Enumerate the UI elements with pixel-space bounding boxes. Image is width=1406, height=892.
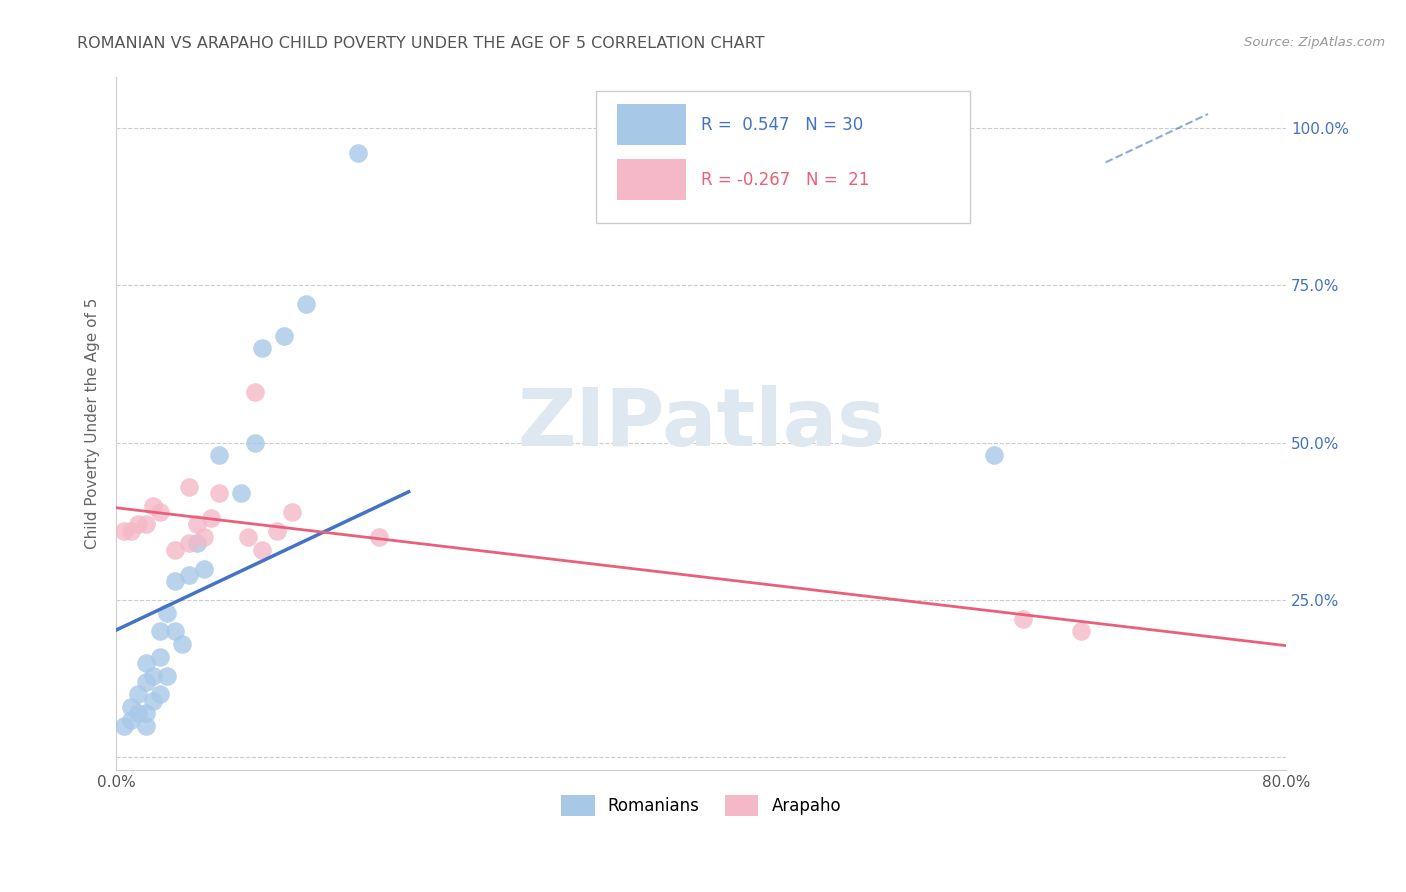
Legend: Romanians, Arapaho: Romanians, Arapaho — [553, 787, 849, 824]
Y-axis label: Child Poverty Under the Age of 5: Child Poverty Under the Age of 5 — [86, 298, 100, 549]
Point — [207, 486, 229, 500]
Point — [252, 542, 274, 557]
Point — [149, 688, 172, 702]
Point — [127, 517, 149, 532]
Point — [193, 530, 215, 544]
Point — [186, 517, 208, 532]
Point — [236, 530, 259, 544]
Point — [252, 341, 274, 355]
Point — [134, 656, 156, 670]
Point — [346, 146, 368, 161]
Text: R = -0.267   N =  21: R = -0.267 N = 21 — [702, 171, 869, 189]
Point — [229, 486, 252, 500]
Point — [243, 385, 266, 400]
Point — [120, 700, 142, 714]
Point — [142, 499, 165, 513]
Point — [120, 524, 142, 538]
Point — [1011, 612, 1033, 626]
Point — [142, 694, 165, 708]
Point — [280, 505, 302, 519]
Point — [368, 530, 391, 544]
Point — [134, 517, 156, 532]
Point — [295, 297, 318, 311]
FancyBboxPatch shape — [617, 159, 686, 200]
Point — [163, 624, 186, 639]
Point — [149, 505, 172, 519]
Point — [134, 706, 156, 721]
Point — [170, 637, 193, 651]
Point — [134, 674, 156, 689]
Text: ROMANIAN VS ARAPAHO CHILD POVERTY UNDER THE AGE OF 5 CORRELATION CHART: ROMANIAN VS ARAPAHO CHILD POVERTY UNDER … — [77, 36, 765, 51]
Point — [243, 435, 266, 450]
Point — [149, 649, 172, 664]
Point — [983, 448, 1005, 462]
FancyBboxPatch shape — [617, 103, 686, 145]
Point — [163, 574, 186, 588]
Text: R =  0.547   N = 30: R = 0.547 N = 30 — [702, 116, 863, 134]
Point — [156, 606, 179, 620]
Point — [163, 542, 186, 557]
Point — [127, 688, 149, 702]
Point — [193, 561, 215, 575]
Point — [156, 668, 179, 682]
Point — [207, 448, 229, 462]
Point — [1070, 624, 1092, 639]
Point — [112, 524, 135, 538]
Point — [266, 524, 288, 538]
Point — [186, 536, 208, 550]
Point — [179, 480, 201, 494]
Point — [200, 511, 222, 525]
Point — [273, 328, 295, 343]
Point — [120, 713, 142, 727]
FancyBboxPatch shape — [596, 91, 970, 223]
Point — [127, 706, 149, 721]
Text: Source: ZipAtlas.com: Source: ZipAtlas.com — [1244, 36, 1385, 49]
Point — [142, 668, 165, 682]
Point — [179, 536, 201, 550]
Point — [179, 567, 201, 582]
Point — [134, 719, 156, 733]
Point — [112, 719, 135, 733]
Text: ZIPatlas: ZIPatlas — [517, 384, 886, 463]
Point — [149, 624, 172, 639]
